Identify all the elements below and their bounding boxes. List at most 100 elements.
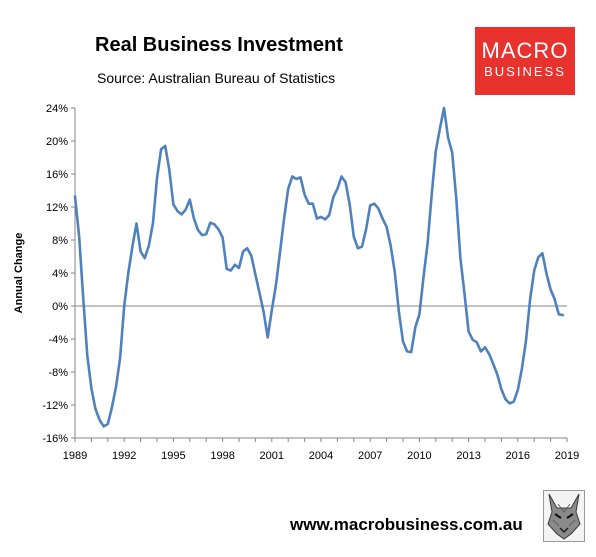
series-points bbox=[74, 107, 564, 428]
data-point bbox=[102, 425, 105, 428]
x-tick-label: 1989 bbox=[63, 450, 87, 462]
data-point bbox=[275, 284, 277, 287]
data-point bbox=[553, 298, 556, 301]
data-point bbox=[254, 273, 257, 276]
data-point bbox=[238, 267, 240, 269]
data-point bbox=[471, 338, 474, 341]
data-point bbox=[422, 276, 425, 279]
data-point bbox=[156, 177, 158, 180]
data-point bbox=[324, 218, 326, 221]
data-point bbox=[270, 309, 273, 312]
data-point bbox=[111, 406, 113, 409]
x-tick-label: 2004 bbox=[309, 450, 333, 462]
data-point bbox=[508, 402, 511, 405]
data-point bbox=[361, 245, 363, 248]
y-tick-label: -8% bbox=[48, 367, 68, 379]
data-point bbox=[533, 269, 536, 272]
data-point bbox=[94, 408, 97, 411]
data-point bbox=[82, 296, 85, 299]
wolf-logo-icon bbox=[543, 490, 585, 542]
y-tick-label: 12% bbox=[46, 202, 68, 214]
data-point bbox=[500, 388, 503, 391]
data-point bbox=[135, 222, 138, 225]
data-point bbox=[434, 150, 437, 152]
data-point bbox=[119, 357, 121, 359]
data-point bbox=[537, 256, 540, 259]
data-point bbox=[488, 352, 490, 355]
data-point bbox=[525, 339, 527, 342]
macrobusiness-logo: MACRO BUSINESS bbox=[475, 27, 575, 95]
series-line bbox=[73, 106, 565, 428]
data-point bbox=[406, 350, 408, 353]
chart-subtitle: Source: Australian Bureau of Statistics bbox=[97, 70, 336, 86]
x-tick-label: 1998 bbox=[210, 450, 234, 462]
data-point bbox=[229, 269, 232, 272]
x-tick-label: 2007 bbox=[358, 450, 382, 462]
data-point bbox=[451, 151, 454, 154]
x-tick-label: 2010 bbox=[407, 450, 431, 462]
data-point bbox=[496, 373, 499, 376]
data-point bbox=[365, 228, 367, 231]
data-point bbox=[250, 254, 253, 257]
x-tick-label: 2001 bbox=[260, 450, 284, 462]
data-point bbox=[348, 203, 351, 206]
data-point bbox=[562, 314, 564, 316]
data-point bbox=[123, 305, 126, 307]
data-point bbox=[213, 223, 216, 226]
data-point bbox=[115, 385, 117, 388]
data-point bbox=[414, 326, 417, 329]
data-point bbox=[541, 252, 544, 255]
data-point bbox=[357, 247, 359, 250]
data-point bbox=[389, 244, 392, 247]
data-point bbox=[147, 244, 150, 247]
y-tick-label: 16% bbox=[46, 169, 68, 181]
data-point bbox=[344, 181, 347, 184]
data-point bbox=[459, 257, 462, 260]
data-point bbox=[504, 398, 507, 401]
data-point bbox=[447, 136, 449, 139]
data-point bbox=[246, 247, 249, 250]
data-point bbox=[410, 351, 413, 354]
data-point bbox=[377, 207, 380, 210]
data-point bbox=[320, 216, 322, 218]
data-point bbox=[143, 257, 146, 260]
y-tick-label: 0% bbox=[52, 301, 68, 313]
data-point bbox=[168, 168, 171, 171]
data-point bbox=[258, 291, 261, 294]
data-point bbox=[262, 310, 265, 313]
data-point bbox=[106, 423, 109, 425]
data-point bbox=[152, 222, 154, 225]
data-point bbox=[188, 198, 191, 201]
data-point bbox=[131, 245, 134, 248]
data-point bbox=[545, 272, 548, 275]
data-point bbox=[287, 187, 290, 190]
x-tick-label: 1995 bbox=[161, 450, 185, 462]
data-point bbox=[352, 235, 355, 238]
data-point bbox=[467, 330, 470, 333]
data-point bbox=[303, 193, 306, 196]
data-point bbox=[369, 204, 372, 207]
data-point bbox=[217, 228, 220, 231]
data-point bbox=[443, 107, 445, 109]
y-tick-label: 24% bbox=[46, 103, 68, 115]
x-tick-label: 2019 bbox=[555, 450, 579, 462]
data-point bbox=[86, 354, 89, 357]
data-point bbox=[328, 214, 331, 217]
data-point bbox=[193, 217, 195, 220]
data-point bbox=[266, 336, 269, 339]
data-point bbox=[234, 263, 236, 266]
data-point bbox=[172, 203, 175, 206]
data-point bbox=[176, 210, 179, 213]
footer-url[interactable]: www.macrobusiness.com.au bbox=[290, 515, 523, 534]
data-point bbox=[340, 175, 343, 178]
data-point bbox=[127, 272, 130, 274]
logo-line-1: MACRO bbox=[481, 38, 569, 63]
logo-line-2: BUSINESS bbox=[484, 64, 566, 79]
data-point bbox=[381, 217, 384, 220]
data-point bbox=[205, 233, 208, 236]
data-point bbox=[393, 271, 396, 274]
y-axis-label: Annual Change bbox=[13, 233, 25, 314]
data-point bbox=[484, 346, 486, 349]
data-point bbox=[98, 418, 101, 421]
data-point bbox=[242, 250, 245, 253]
